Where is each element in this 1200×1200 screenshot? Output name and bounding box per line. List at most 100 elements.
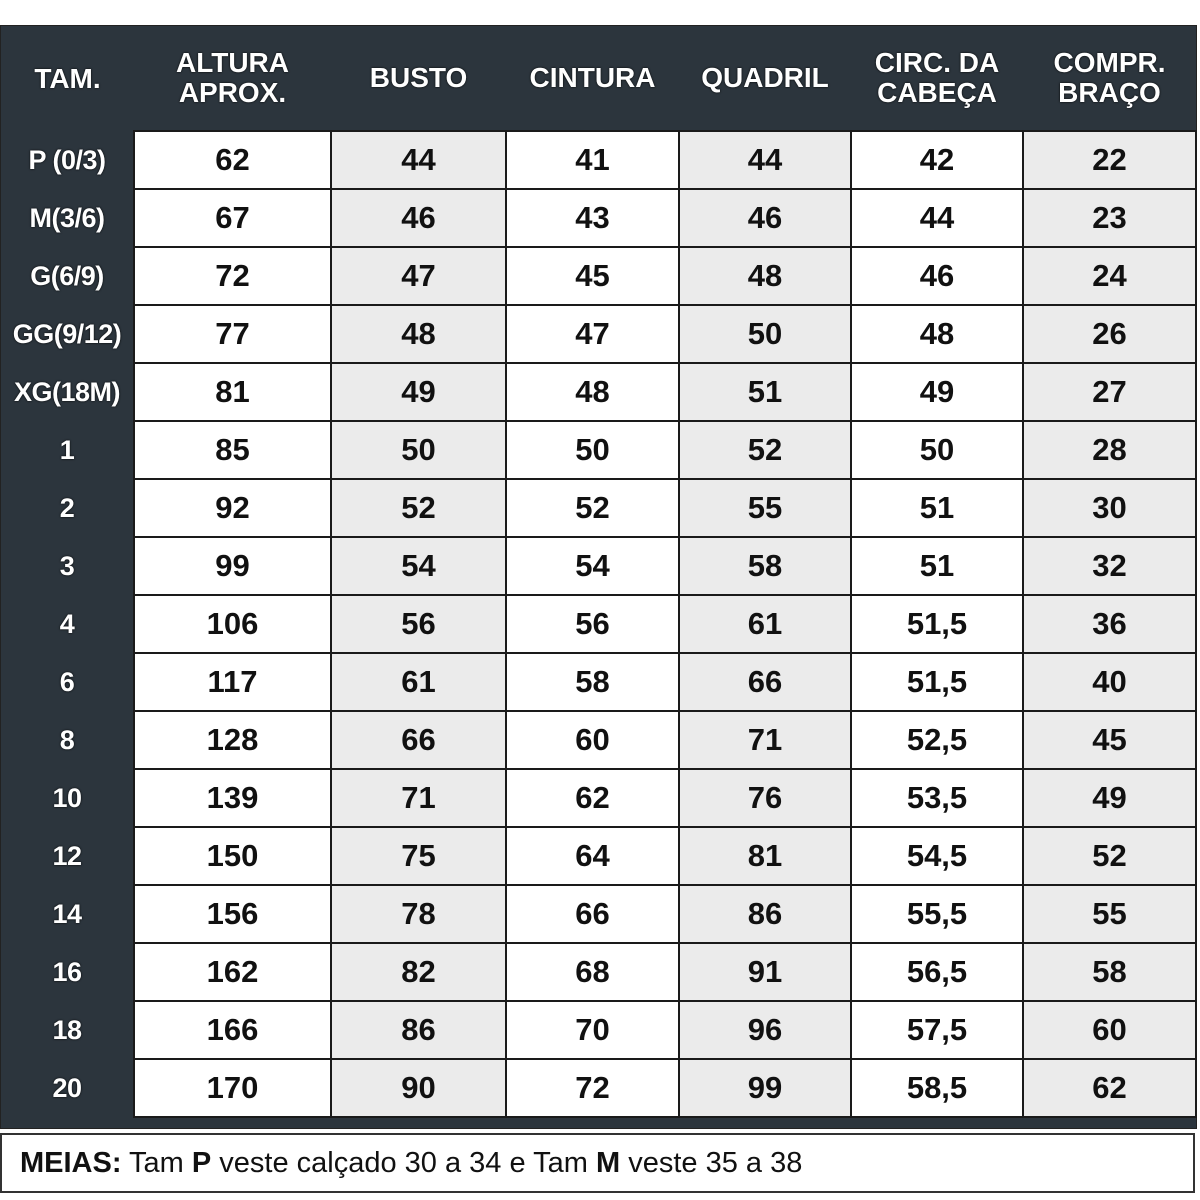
cell-height: 67 xyxy=(133,188,332,248)
header-line: APROX. xyxy=(178,77,287,108)
size-label: P (0/3) xyxy=(1,131,134,189)
size-label: 4 xyxy=(1,595,134,653)
cell-bust: 86 xyxy=(330,1000,507,1060)
socks-label: MEIAS: xyxy=(20,1147,122,1179)
header-size: TAM. xyxy=(1,26,134,131)
cell-head-circumference: 55,5 xyxy=(850,884,1024,944)
cell-hip: 51 xyxy=(678,362,852,422)
header-line: COMPR. xyxy=(1053,47,1166,78)
cell-hip: 96 xyxy=(678,1000,852,1060)
size-label: 10 xyxy=(1,769,134,827)
cell-height: 85 xyxy=(133,420,332,480)
cell-bust: 44 xyxy=(330,130,507,190)
cell-waist: 50 xyxy=(505,420,680,480)
cell-height: 72 xyxy=(133,246,332,306)
header-line: CABEÇA xyxy=(877,77,997,108)
cell-hip: 55 xyxy=(678,478,852,538)
cell-height: 170 xyxy=(133,1058,332,1118)
table-row: 12 150 75 64 81 54,5 52 xyxy=(1,826,1197,886)
cell-waist: 62 xyxy=(505,768,680,828)
cell-waist: 45 xyxy=(505,246,680,306)
header-line: BRAÇO xyxy=(1058,77,1161,108)
cell-bust: 50 xyxy=(330,420,507,480)
cell-waist: 60 xyxy=(505,710,680,770)
size-label: M(3/6) xyxy=(1,189,134,247)
cell-head-circumference: 56,5 xyxy=(850,942,1024,1002)
cell-hip: 61 xyxy=(678,594,852,654)
table-row: P (0/3) 62 44 41 44 42 22 xyxy=(1,130,1197,190)
cell-head-circumference: 44 xyxy=(850,188,1024,248)
size-label: 8 xyxy=(1,711,134,769)
cell-hip: 44 xyxy=(678,130,852,190)
cell-hip: 46 xyxy=(678,188,852,248)
table-row: 20 170 90 72 99 58,5 62 xyxy=(1,1058,1197,1118)
cell-waist: 52 xyxy=(505,478,680,538)
cell-waist: 43 xyxy=(505,188,680,248)
note-text: Tam xyxy=(121,1147,192,1179)
size-label: GG(9/12) xyxy=(1,305,134,363)
cell-arm-length: 32 xyxy=(1022,536,1197,596)
table-row: 8 128 66 60 71 52,5 45 xyxy=(1,710,1197,770)
header-line: ALTURA xyxy=(175,47,289,78)
header-head-circumference: CIRC. DA CABEÇA xyxy=(851,26,1023,131)
size-chart: TAM. ALTURA APROX. BUSTO CINTURA QUADRIL CIRC.… xyxy=(0,25,1197,1129)
cell-head-circumference: 57,5 xyxy=(850,1000,1024,1060)
cell-height: 128 xyxy=(133,710,332,770)
cell-arm-length: 28 xyxy=(1022,420,1197,480)
cell-arm-length: 62 xyxy=(1022,1058,1197,1118)
header-hip: QUADRIL xyxy=(679,26,851,131)
cell-arm-length: 26 xyxy=(1022,304,1197,364)
cell-arm-length: 40 xyxy=(1022,652,1197,712)
table-row: GG(9/12) 77 48 47 50 48 26 xyxy=(1,304,1197,364)
cell-bust: 78 xyxy=(330,884,507,944)
cell-bust: 49 xyxy=(330,362,507,422)
cell-arm-length: 22 xyxy=(1022,130,1197,190)
cell-arm-length: 58 xyxy=(1022,942,1197,1002)
table-row: 1 85 50 50 52 50 28 xyxy=(1,420,1197,480)
header-waist: CINTURA xyxy=(506,26,679,131)
cell-waist: 72 xyxy=(505,1058,680,1118)
cell-height: 156 xyxy=(133,884,332,944)
size-m: M xyxy=(596,1147,621,1179)
cell-hip: 99 xyxy=(678,1058,852,1118)
cell-waist: 70 xyxy=(505,1000,680,1060)
cell-head-circumference: 51 xyxy=(850,536,1024,596)
cell-hip: 76 xyxy=(678,768,852,828)
header-bust: BUSTO xyxy=(331,26,506,131)
cell-head-circumference: 51,5 xyxy=(850,652,1024,712)
table-row: M(3/6) 67 46 43 46 44 23 xyxy=(1,188,1197,248)
size-label: G(6/9) xyxy=(1,247,134,305)
cell-bust: 66 xyxy=(330,710,507,770)
header-line: CINTURA xyxy=(529,62,656,93)
size-label: 14 xyxy=(1,885,134,943)
cell-height: 106 xyxy=(133,594,332,654)
cell-head-circumference: 49 xyxy=(850,362,1024,422)
cell-bust: 61 xyxy=(330,652,507,712)
header-line: QUADRIL xyxy=(701,62,829,93)
cell-arm-length: 55 xyxy=(1022,884,1197,944)
size-label: 16 xyxy=(1,943,134,1001)
cell-head-circumference: 51 xyxy=(850,478,1024,538)
note-text: veste 35 a 38 xyxy=(620,1147,803,1179)
cell-height: 92 xyxy=(133,478,332,538)
cell-height: 99 xyxy=(133,536,332,596)
cell-bust: 71 xyxy=(330,768,507,828)
cell-waist: 54 xyxy=(505,536,680,596)
cell-hip: 81 xyxy=(678,826,852,886)
cell-head-circumference: 42 xyxy=(850,130,1024,190)
size-label: 6 xyxy=(1,653,134,711)
table-row: 18 166 86 70 96 57,5 60 xyxy=(1,1000,1197,1060)
cell-height: 150 xyxy=(133,826,332,886)
cell-bust: 47 xyxy=(330,246,507,306)
size-label: 18 xyxy=(1,1001,134,1059)
cell-height: 139 xyxy=(133,768,332,828)
cell-arm-length: 52 xyxy=(1022,826,1197,886)
cell-waist: 68 xyxy=(505,942,680,1002)
header-height: ALTURA APROX. xyxy=(134,26,331,131)
table-row: 10 139 71 62 76 53,5 49 xyxy=(1,768,1197,828)
cell-head-circumference: 53,5 xyxy=(850,768,1024,828)
cell-head-circumference: 52,5 xyxy=(850,710,1024,770)
cell-height: 62 xyxy=(133,130,332,190)
cell-hip: 91 xyxy=(678,942,852,1002)
cell-height: 81 xyxy=(133,362,332,422)
